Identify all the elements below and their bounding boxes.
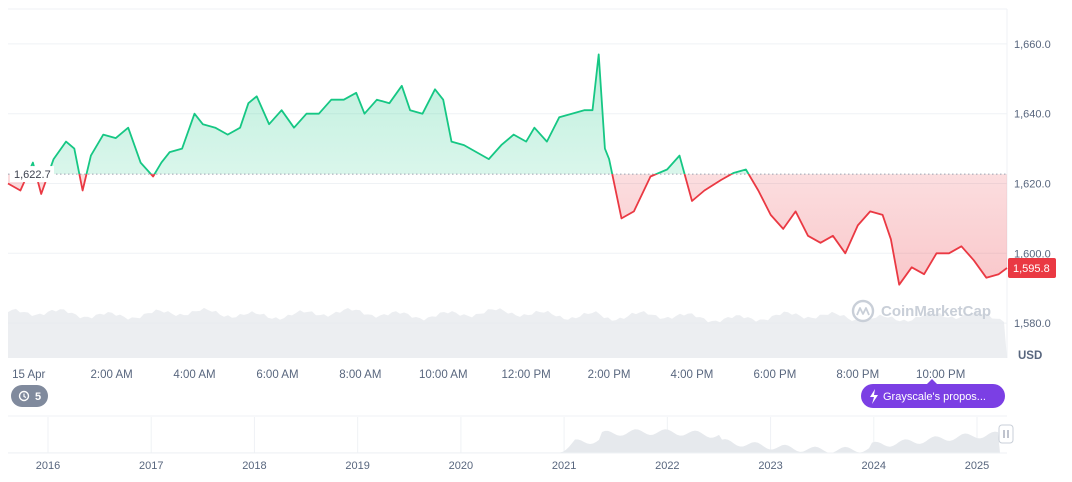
history-icon-hands [23,393,27,399]
navigator-grid [47,417,978,453]
x-tick-label: 2:00 AM [91,369,133,381]
last-price-tag: 1,595.8 [1008,257,1056,278]
x-tick-label: 10:00 PM [916,369,965,381]
y-axis-ticks: 1,580.0 1,600.0 1,620.0 1,640.0 1,660.0 [1014,39,1051,330]
news-event-text: Grayscale's propos... [883,391,986,403]
y-tick-label: 1,640.0 [1014,109,1051,121]
x-tick-label: 6:00 AM [256,369,298,381]
y-tick-label: 1,600.0 [1014,248,1051,260]
x-tick-label: 8:00 PM [836,369,879,381]
x-tick-label: 12:00 PM [502,369,551,381]
time-navigator[interactable]: 2016 2017 2018 2019 2020 2021 2022 2023 2024 2025 [8,415,1014,472]
price-line-above [26,53,750,175]
watermark-text: CoinMarketCap [881,303,991,320]
navigator-year-label: 2023 [758,460,782,472]
news-event-pill[interactable]: Grayscale's propos... [861,379,1005,408]
x-tick-label: 15 Apr [12,369,45,381]
x-tick-label: 2:00 PM [588,369,631,381]
reference-price-label: 1,622.7 [10,166,54,183]
x-tick-label: 8:00 AM [339,369,381,381]
last-price-text: 1,595.8 [1013,263,1050,275]
price-area-above [27,54,749,175]
navigator-year-label: 2022 [655,460,679,472]
reference-price-text: 1,622.7 [14,169,51,181]
navigator-year-label: 2021 [552,460,576,472]
navigator-handle[interactable] [998,424,1014,444]
navigator-year-label: 2017 [139,460,163,472]
coinmarketcap-watermark: CoinMarketCap [851,299,991,323]
navigator-year-label: 2025 [965,460,989,472]
navigator-year-label: 2018 [242,460,266,472]
history-icon [18,390,30,402]
y-tick-label: 1,620.0 [1014,179,1051,191]
x-axis-ticks: 15 Apr 2:00 AM 4:00 AM 6:00 AM 8:00 AM 10:00 … [12,369,965,381]
y-tick-label: 1,580.0 [1014,318,1051,330]
lightning-icon [870,389,878,404]
navigator-area [8,429,1000,453]
currency-label: USD [1018,350,1042,362]
navigator-year-label: 2019 [345,460,369,472]
coinmarketcap-logo-wave [856,307,870,316]
y-tick-label: 1,660.0 [1014,39,1051,51]
x-tick-label: 4:00 PM [671,369,714,381]
x-tick-label: 10:00 AM [419,369,468,381]
navigator-year-labels: 2016 2017 2018 2019 2020 2021 2022 2023 2024 2025 [36,460,989,472]
x-tick-label: 4:00 AM [173,369,215,381]
navigator-year-label: 2024 [862,460,886,472]
navigator-year-label: 2016 [36,460,60,472]
price-line-below [7,174,1008,286]
coinmarketcap-logo-icon [851,299,875,323]
news-count-text: 5 [35,391,41,403]
news-count-badge[interactable]: 5 [11,385,48,407]
volume-area [8,307,1007,358]
x-tick-label: 6:00 PM [753,369,796,381]
navigator-year-label: 2020 [449,460,473,472]
